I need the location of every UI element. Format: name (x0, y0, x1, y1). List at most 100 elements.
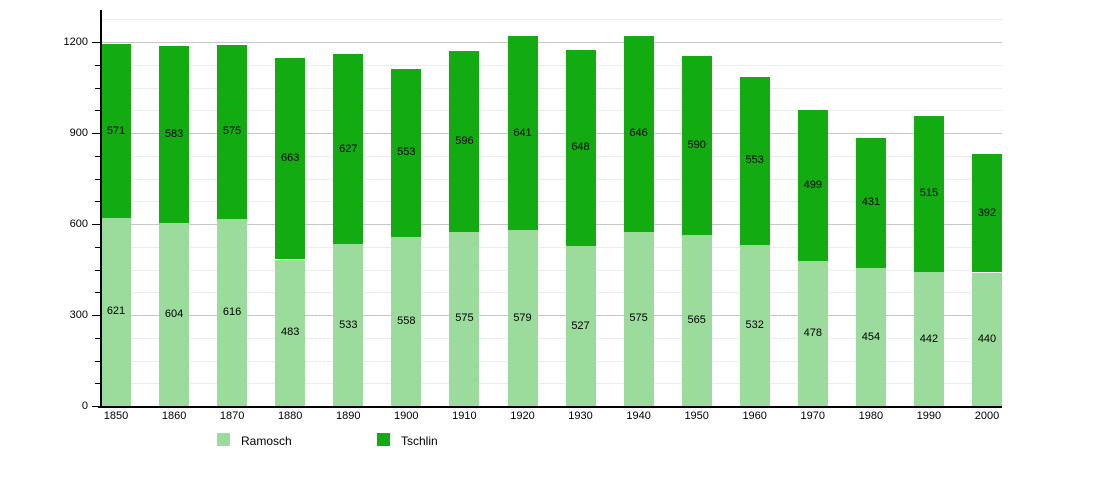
x-axis-label: 1980 (858, 410, 884, 422)
x-axis-label: 1990 (916, 410, 942, 422)
x-axis-label: 1860 (161, 410, 187, 422)
y-axis-minor-tick (95, 292, 100, 294)
y-axis-minor-tick (95, 178, 100, 180)
x-axis-label: 1920 (510, 410, 535, 422)
bar-value-label: 454 (861, 330, 881, 343)
y-axis-minor-tick (95, 360, 100, 362)
bar-segment-ramosch (333, 244, 364, 406)
y-axis-minor-tick (95, 110, 100, 112)
legend-swatch-ramosch (217, 433, 230, 446)
bar-value-label: 575 (629, 312, 648, 325)
minor-gridline (100, 246, 1002, 248)
bar-value-label: 442 (919, 332, 939, 345)
bar-value-label: 553 (397, 146, 416, 159)
major-gridline (100, 315, 1002, 316)
bar-segment-tschlin (275, 58, 306, 260)
bar-value-label: 575 (222, 125, 242, 138)
minor-gridline (100, 269, 1002, 271)
bar-value-label: 583 (164, 127, 184, 140)
bar-value-label: 527 (571, 319, 590, 332)
bar-value-label: 627 (339, 142, 358, 155)
bar-segment-tschlin (507, 35, 538, 231)
bar-value-label: 532 (745, 318, 764, 331)
bar-segment-ramosch (101, 217, 131, 406)
y-axis-minor-tick (95, 87, 100, 89)
legend-label-ramosch: Ramosch (241, 434, 292, 448)
major-gridline (100, 42, 1002, 43)
bar-value-label: 440 (977, 332, 997, 345)
x-axis-label: 1890 (336, 410, 361, 422)
minor-gridline (100, 292, 1002, 294)
y-axis-label: 0 (81, 399, 88, 412)
minor-gridline (100, 360, 1002, 362)
major-gridline (100, 133, 1002, 134)
y-axis-label: 300 (69, 308, 88, 321)
bar-segment-ramosch (217, 219, 248, 406)
minor-gridline (100, 19, 1002, 21)
bar-value-label: 553 (745, 154, 764, 167)
minor-gridline (100, 64, 1002, 66)
bar-value-label: 515 (919, 187, 939, 200)
bar-segment-tschlin (623, 35, 654, 232)
minor-gridline (100, 383, 1002, 385)
bar-value-label: 663 (281, 152, 300, 165)
minor-gridline (100, 110, 1002, 112)
bar-segment-ramosch (565, 246, 596, 406)
bar-segment-ramosch (797, 261, 828, 406)
x-axis-label: 1970 (800, 410, 826, 422)
bar-segment-tschlin (217, 44, 248, 220)
bar-value-label: 596 (455, 134, 474, 147)
bar-value-label: 641 (513, 126, 532, 139)
x-axis-label: 1930 (568, 410, 593, 422)
bar-segment-tschlin (333, 54, 364, 245)
y-axis-minor-tick (95, 269, 100, 271)
bar-segment-tschlin (797, 109, 828, 261)
y-axis-label: 1200 (63, 35, 88, 48)
bar-value-label: 478 (803, 327, 822, 339)
bar-value-label: 648 (571, 141, 590, 154)
bar-value-label: 392 (977, 206, 997, 219)
bar-segment-tschlin (913, 115, 944, 272)
bar-value-label: 533 (339, 318, 358, 331)
y-axis-minor-tick (95, 337, 100, 339)
bar-segment-tschlin (391, 69, 422, 237)
x-axis-label: 2000 (974, 410, 1000, 422)
bar-value-label: 571 (106, 124, 126, 137)
minor-gridline (100, 201, 1002, 203)
bar-segment-tschlin (855, 137, 886, 269)
bar-segment-ramosch (913, 271, 944, 406)
y-axis-tick (92, 133, 100, 134)
y-axis-minor-tick (95, 201, 100, 203)
y-axis-tick (92, 406, 100, 407)
x-axis-label: 1850 (103, 410, 129, 422)
y-axis-line (100, 10, 102, 408)
bar-segment-tschlin (972, 153, 1002, 273)
y-axis-tick (92, 315, 100, 316)
x-axis-label: 1900 (394, 410, 419, 422)
bar-segment-ramosch (681, 234, 712, 406)
bar-segment-tschlin (449, 50, 480, 232)
bar-value-label: 621 (106, 305, 126, 318)
minor-gridline (100, 337, 1002, 339)
bar-segment-tschlin (159, 45, 190, 223)
bar-segment-tschlin (739, 76, 770, 245)
y-axis-tick (92, 42, 100, 43)
bar-value-label: 646 (629, 127, 648, 140)
bar-segment-ramosch (507, 230, 538, 406)
legend-swatch-tschlin (377, 433, 390, 446)
bar-segment-ramosch (623, 231, 654, 406)
y-axis-minor-tick (95, 383, 100, 385)
y-axis-minor-tick (95, 155, 100, 157)
bar-value-label: 499 (803, 178, 822, 191)
bar-segment-tschlin (565, 49, 596, 247)
bar-value-label: 590 (687, 138, 706, 151)
y-axis-label: 600 (69, 217, 88, 230)
minor-gridline (100, 87, 1002, 89)
x-axis-label: 1940 (626, 410, 651, 422)
y-axis-minor-tick (95, 246, 100, 248)
bar-value-label: 558 (397, 314, 416, 327)
bar-value-label: 604 (164, 307, 184, 320)
bar-value-label: 575 (455, 312, 474, 325)
bar-segment-ramosch (972, 272, 1002, 406)
